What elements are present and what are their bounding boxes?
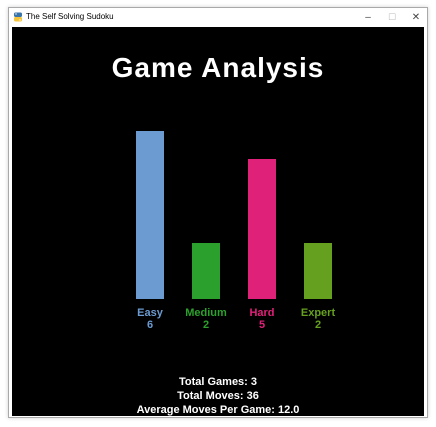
average-moves-text: Average Moves Per Game: 12.0 [136, 404, 300, 416]
stats-summary: Total Games: 3 Total Moves: 36 Average M… [12, 375, 424, 417]
bar-expert [304, 243, 332, 299]
total-moves-text: Total Moves: 36 [177, 390, 259, 402]
value-label-expert: 2 [315, 319, 321, 331]
window-title: The Self Solving Sudoku [26, 12, 114, 21]
maximize-icon: ☐ [387, 12, 397, 22]
close-icon: ✕ [411, 12, 421, 23]
bar-hard [248, 159, 276, 299]
maximize-button[interactable]: ☐ [377, 8, 407, 27]
close-button[interactable]: ✕ [401, 8, 431, 27]
category-label-hard: Hard [249, 307, 274, 319]
title-bar[interactable]: The Self Solving Sudoku – ☐ ✕ [9, 8, 427, 27]
minimize-icon: – [365, 12, 371, 23]
window-frame: The Self Solving Sudoku – ☐ ✕ Game Analy… [8, 7, 428, 418]
category-label-easy: Easy [137, 307, 164, 319]
game-canvas[interactable]: Game Analysis Easy 6 Medium 2 Hard 5 Expert 2 T… [12, 27, 424, 416]
minimize-button[interactable]: – [353, 8, 383, 27]
bar-medium [192, 243, 220, 299]
value-label-easy: 6 [147, 319, 153, 331]
category-label-expert: Expert [301, 307, 336, 319]
value-label-medium: 2 [203, 319, 209, 331]
bar-easy [136, 131, 164, 299]
category-label-medium: Medium [185, 307, 227, 319]
total-games-text: Total Games: 3 [178, 376, 258, 388]
python-icon [14, 12, 22, 22]
page-title: Game Analysis [111, 52, 325, 83]
value-label-hard: 5 [259, 319, 265, 331]
